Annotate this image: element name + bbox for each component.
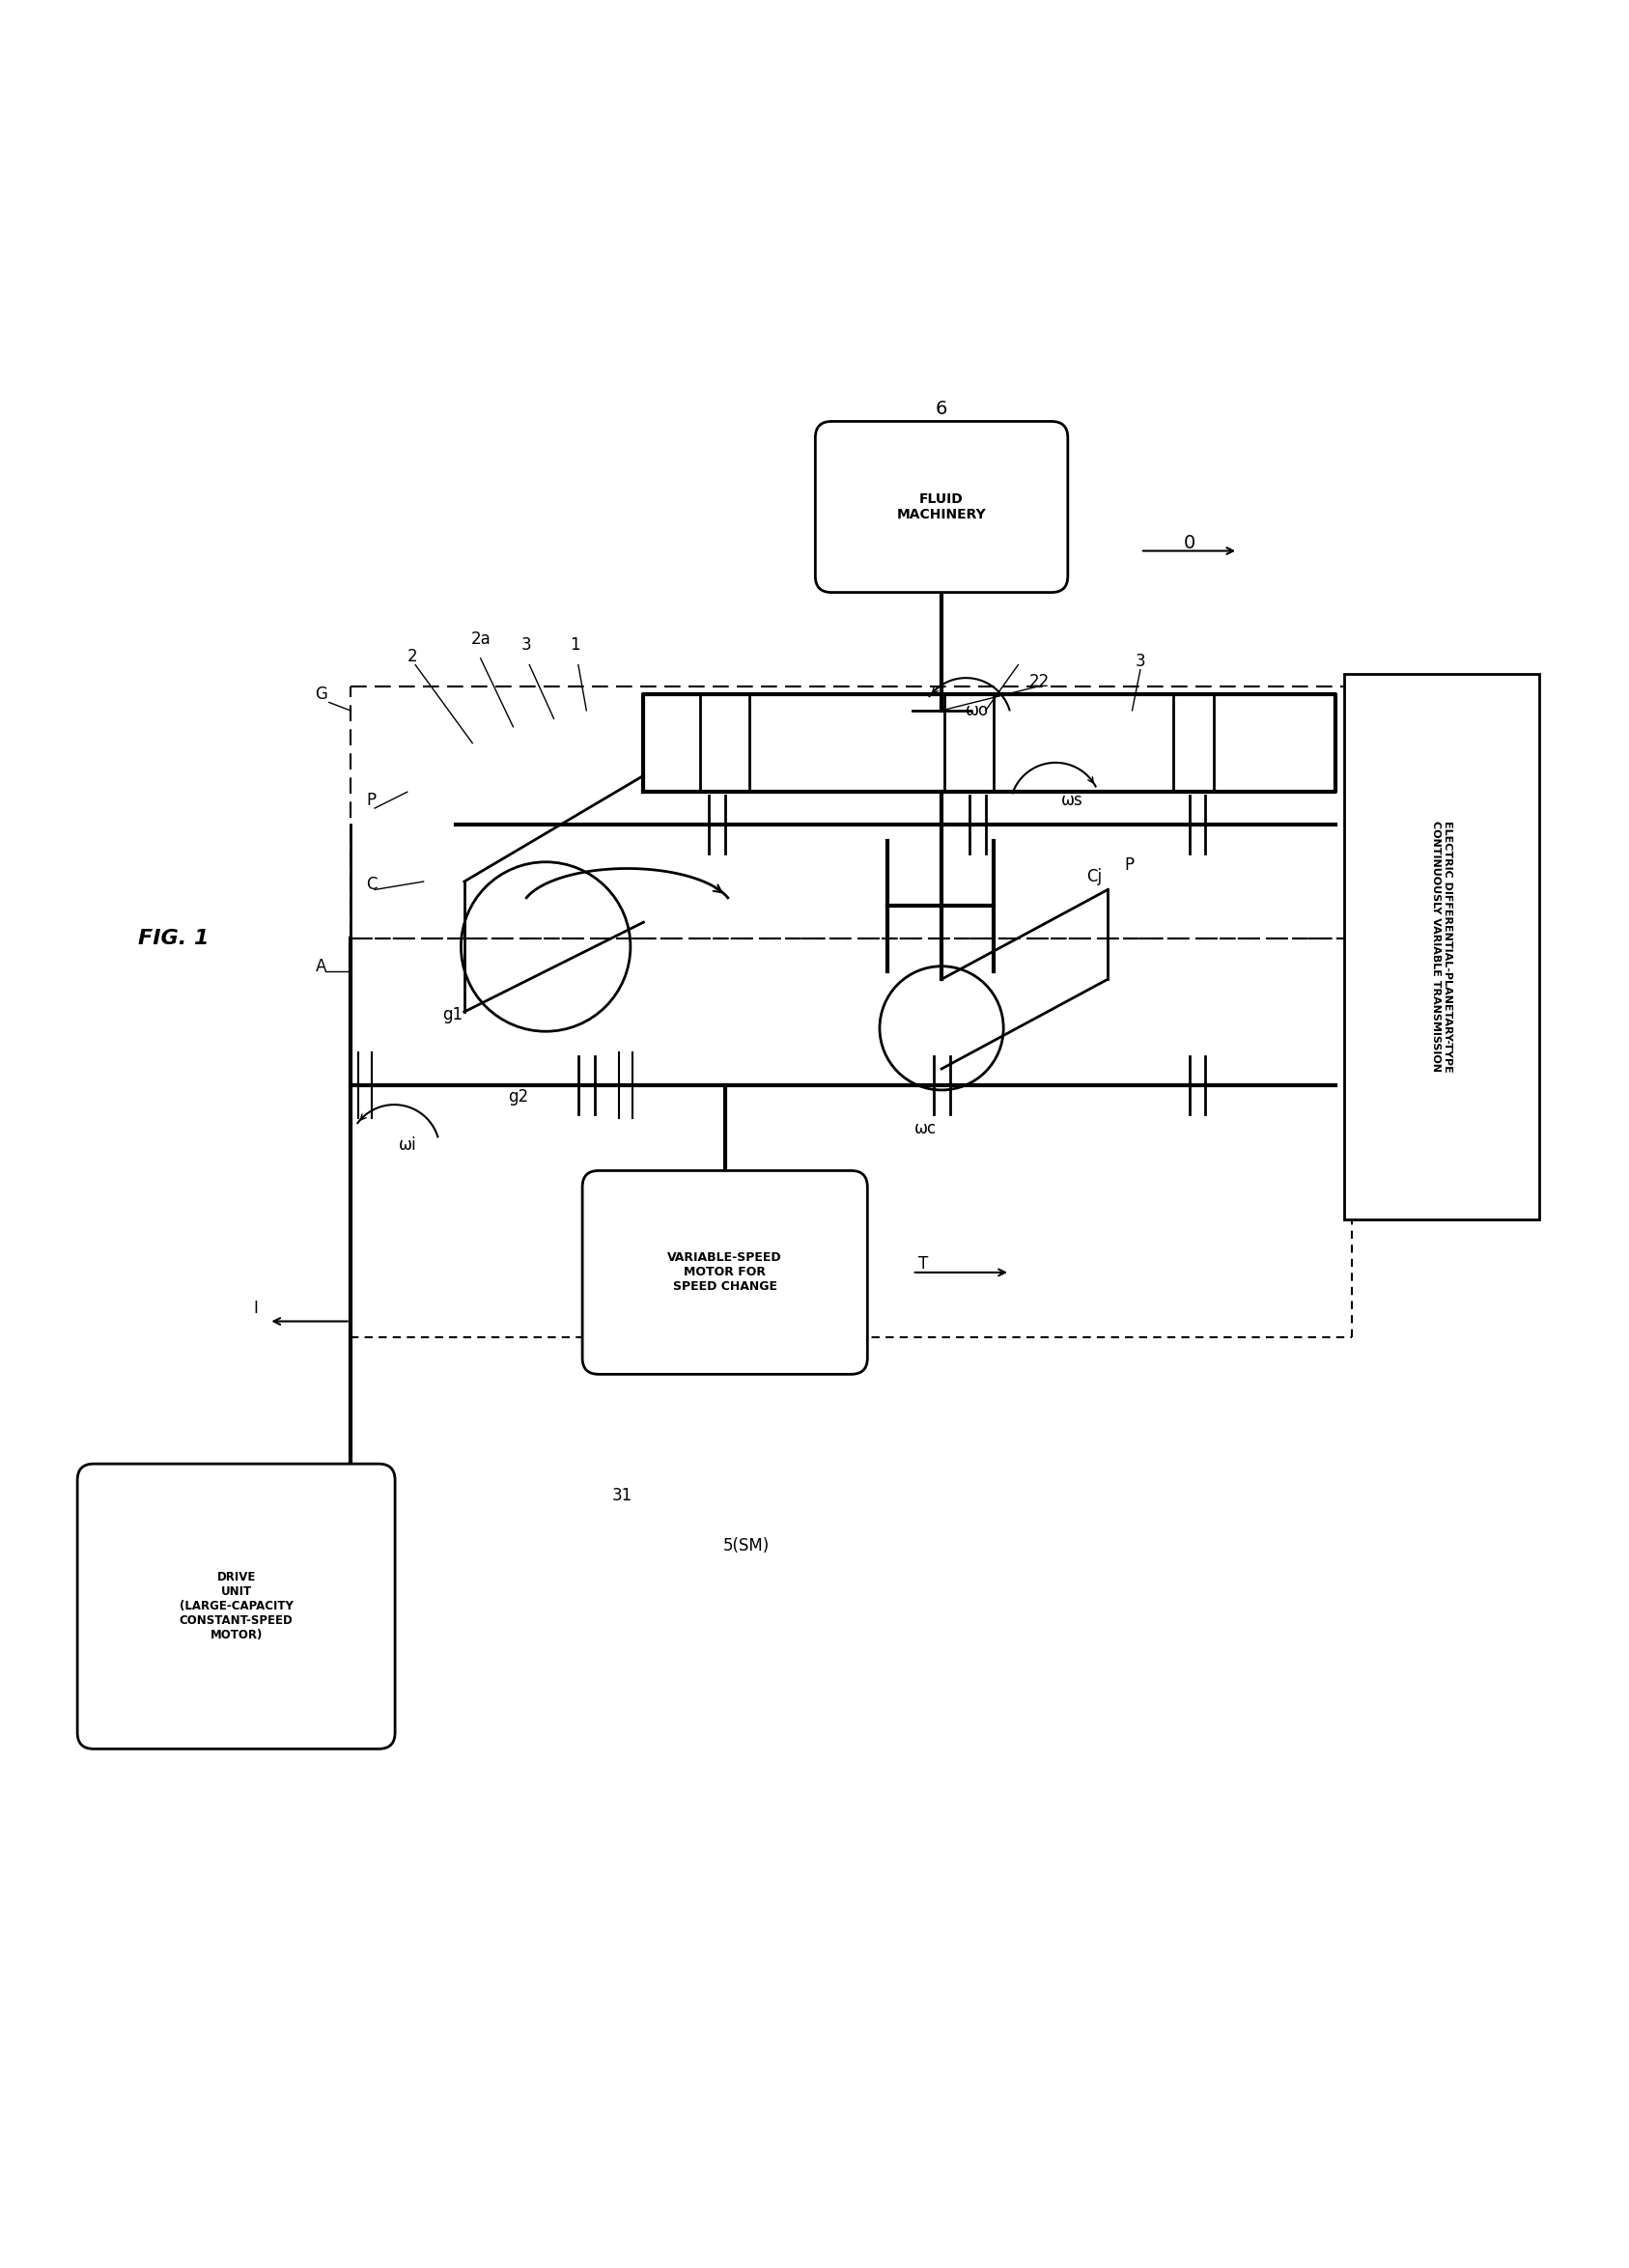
FancyBboxPatch shape [582, 1170, 867, 1374]
Text: 0: 0 [1183, 533, 1196, 551]
Text: 23: 23 [818, 1170, 837, 1186]
Text: ELECTRIC DIFFERENTIAL-PLANETARY-TYPE
CONTINUOUSLY VARIABLE TRANSMISSION: ELECTRIC DIFFERENTIAL-PLANETARY-TYPE CON… [1432, 821, 1451, 1073]
Text: 31: 31 [613, 1488, 632, 1504]
FancyBboxPatch shape [78, 1463, 394, 1749]
Text: 32: 32 [1033, 542, 1052, 560]
Text: I: I [254, 1300, 257, 1318]
Text: DRIVE
UNIT
(LARGE-CAPACITY
CONSTANT-SPEED
MOTOR): DRIVE UNIT (LARGE-CAPACITY CONSTANT-SPEE… [179, 1572, 293, 1642]
Text: 6: 6 [935, 399, 948, 417]
Text: FLUID
MACHINERY: FLUID MACHINERY [898, 492, 986, 522]
Text: P: P [1124, 857, 1134, 873]
Text: VARIABLE-SPEED
MOTOR FOR
SPEED CHANGE: VARIABLE-SPEED MOTOR FOR SPEED CHANGE [668, 1252, 782, 1293]
Text: ωo: ωo [966, 701, 989, 719]
Text: 5(SM): 5(SM) [723, 1538, 769, 1556]
Text: 4: 4 [134, 1642, 143, 1658]
Text: T: T [919, 1256, 929, 1272]
Text: ωs: ωs [1060, 792, 1083, 810]
Text: g2: g2 [508, 1089, 528, 1105]
Text: P: P [367, 792, 376, 810]
Text: Cj: Cj [1087, 869, 1103, 885]
Text: G: G [314, 685, 327, 703]
Text: FIG. 1: FIG. 1 [138, 930, 210, 948]
Text: 22: 22 [1030, 674, 1049, 689]
Text: 2a: 2a [471, 631, 490, 649]
FancyBboxPatch shape [814, 422, 1067, 592]
Text: ωi: ωi [397, 1136, 417, 1154]
Text: g1: g1 [443, 1007, 463, 1023]
Text: A: A [316, 957, 326, 975]
Text: 3: 3 [521, 637, 531, 653]
Text: 3: 3 [1135, 653, 1145, 671]
Text: C: C [367, 875, 376, 894]
Bar [1344, 674, 1539, 1220]
Text: B: B [1420, 864, 1430, 882]
Text: ωc: ωc [914, 1120, 937, 1139]
Text: 1: 1 [570, 637, 580, 653]
Text: 2: 2 [407, 649, 417, 665]
Text: 21: 21 [345, 1481, 365, 1497]
